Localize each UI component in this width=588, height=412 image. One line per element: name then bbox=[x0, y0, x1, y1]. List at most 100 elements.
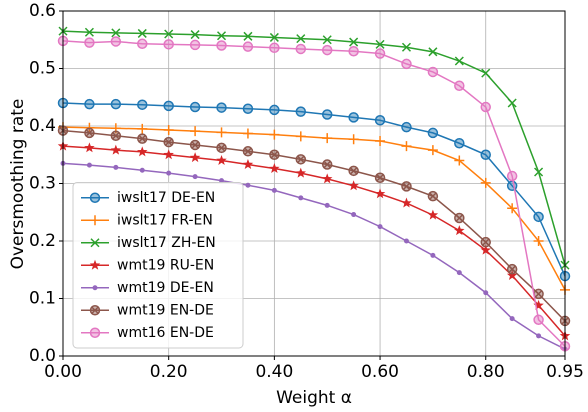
legend-label: wmt16 EN-DE bbox=[117, 325, 214, 341]
marker bbox=[243, 31, 253, 41]
marker bbox=[163, 39, 174, 50]
marker bbox=[401, 58, 412, 70]
marker bbox=[401, 197, 412, 208]
marker bbox=[296, 34, 306, 44]
marker bbox=[189, 39, 201, 51]
y-tick-label: 0.0 bbox=[29, 346, 56, 366]
marker bbox=[295, 167, 307, 178]
marker bbox=[533, 288, 544, 300]
marker-cross bbox=[508, 265, 516, 273]
marker bbox=[242, 41, 254, 52]
marker bbox=[454, 138, 465, 149]
marker bbox=[427, 66, 439, 78]
marker bbox=[189, 152, 201, 163]
marker bbox=[321, 159, 333, 170]
y-axis-label: Oversmoothing rate bbox=[8, 99, 28, 270]
marker bbox=[401, 181, 412, 192]
marker bbox=[189, 101, 201, 113]
y-tick-label: 0.2 bbox=[29, 231, 56, 251]
x-tick-label: 0.00 bbox=[44, 362, 82, 382]
marker-cross bbox=[350, 167, 358, 175]
marker bbox=[480, 244, 491, 255]
x-axis-label: Weight α bbox=[276, 388, 352, 408]
marker bbox=[90, 215, 100, 226]
marker bbox=[454, 225, 465, 236]
marker bbox=[534, 167, 544, 177]
marker bbox=[137, 133, 148, 144]
marker bbox=[190, 126, 201, 137]
marker bbox=[427, 190, 439, 202]
marker bbox=[375, 39, 385, 49]
marker bbox=[216, 102, 227, 113]
marker bbox=[111, 28, 121, 38]
marker-cross bbox=[138, 135, 146, 143]
marker bbox=[374, 188, 386, 199]
marker-cross bbox=[323, 160, 331, 169]
marker-cross bbox=[402, 182, 411, 190]
marker bbox=[483, 290, 489, 296]
marker bbox=[430, 252, 436, 258]
marker-cross bbox=[85, 129, 93, 137]
marker-cross bbox=[297, 155, 305, 163]
marker bbox=[401, 121, 412, 133]
marker bbox=[192, 174, 198, 180]
marker bbox=[506, 263, 518, 275]
marker bbox=[242, 128, 253, 139]
marker bbox=[269, 129, 280, 140]
x-tick-label: 0.20 bbox=[150, 362, 188, 382]
marker bbox=[137, 123, 148, 134]
marker bbox=[403, 238, 409, 244]
marker bbox=[298, 195, 304, 201]
marker bbox=[507, 203, 518, 214]
marker bbox=[324, 202, 330, 208]
marker bbox=[295, 154, 307, 165]
marker bbox=[86, 162, 92, 168]
marker-cross bbox=[482, 238, 490, 246]
marker bbox=[190, 30, 200, 40]
marker bbox=[454, 80, 465, 91]
marker bbox=[269, 42, 280, 54]
y-tick-label: 0.1 bbox=[29, 289, 56, 309]
marker bbox=[137, 99, 148, 110]
marker bbox=[84, 37, 95, 48]
marker bbox=[533, 314, 544, 326]
marker bbox=[401, 141, 412, 152]
marker bbox=[92, 285, 98, 291]
marker bbox=[269, 163, 280, 173]
marker bbox=[137, 38, 148, 50]
marker-cross bbox=[270, 151, 278, 159]
marker bbox=[137, 146, 148, 157]
marker bbox=[480, 149, 491, 160]
marker bbox=[89, 192, 101, 203]
marker bbox=[216, 142, 227, 154]
legend-label: wmt19 EN-DE bbox=[117, 302, 214, 318]
marker bbox=[113, 164, 119, 170]
marker bbox=[348, 165, 359, 177]
marker bbox=[110, 98, 122, 110]
marker bbox=[269, 149, 280, 160]
legend: iwslt17 DE-EN iwslt17 FR-EN iwslt17 ZH-EN w… bbox=[72, 182, 244, 349]
marker bbox=[84, 98, 95, 110]
marker bbox=[427, 127, 439, 139]
marker bbox=[245, 182, 251, 188]
marker bbox=[110, 36, 122, 47]
x-tick-label: 0.40 bbox=[255, 362, 293, 382]
marker bbox=[536, 333, 542, 339]
marker-cross bbox=[217, 144, 226, 152]
marker bbox=[506, 170, 518, 182]
marker bbox=[216, 31, 227, 41]
marker bbox=[349, 37, 359, 47]
marker bbox=[269, 104, 280, 116]
marker bbox=[533, 299, 544, 310]
marker bbox=[374, 115, 386, 126]
marker bbox=[271, 187, 277, 193]
marker bbox=[242, 146, 254, 157]
marker bbox=[480, 101, 491, 113]
marker bbox=[110, 130, 122, 142]
marker bbox=[481, 68, 491, 78]
marker-cross bbox=[165, 138, 173, 146]
marker bbox=[533, 211, 544, 223]
marker bbox=[216, 40, 227, 51]
y-tick-label: 0.4 bbox=[29, 116, 56, 136]
